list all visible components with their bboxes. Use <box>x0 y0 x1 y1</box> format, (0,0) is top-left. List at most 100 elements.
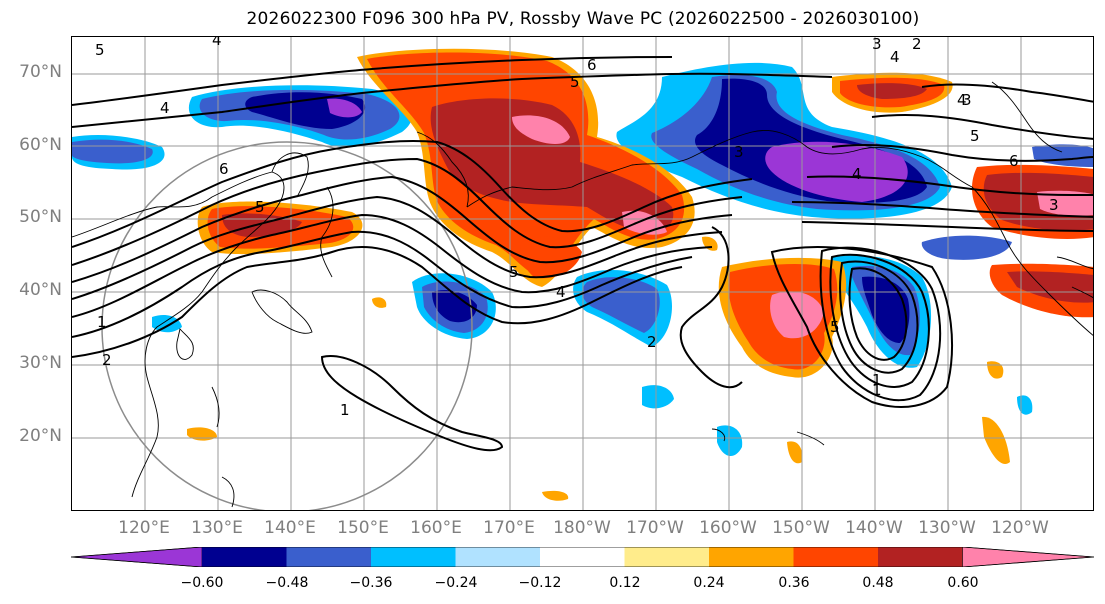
contour-label: 4 <box>212 37 222 49</box>
lon-label-130e: 130°E <box>191 518 243 538</box>
negative-anomaly-region <box>642 385 674 409</box>
colorbar-tick: −0.24 <box>434 575 478 591</box>
lon-label-170w: 170°W <box>626 518 684 538</box>
colorbar-tick: −0.36 <box>349 575 393 591</box>
negative-anomaly-region <box>765 141 908 202</box>
pv-contours <box>72 56 1093 452</box>
positive-anomaly-region <box>372 297 387 308</box>
positive-anomaly-region <box>542 490 569 501</box>
lon-label-180w: 180°W <box>553 518 611 538</box>
positive-anomaly-region <box>982 416 1010 465</box>
contour-label: 5 <box>509 263 519 281</box>
colorbar <box>70 546 1095 571</box>
positive-anomaly-region <box>770 291 824 339</box>
colorbar-extend-low <box>70 546 203 568</box>
contour-label: 3 <box>962 91 972 109</box>
contour-label: 2 <box>912 37 922 53</box>
colorbar-tick: −0.60 <box>180 575 224 591</box>
negative-anomaly-region <box>862 276 910 343</box>
positive-anomaly-region <box>512 115 570 144</box>
colorbar-tick: −0.48 <box>265 575 309 591</box>
colorbar-cell <box>709 547 794 567</box>
contour-label: 1 <box>872 381 882 399</box>
lat-label-30n: 30°N <box>19 353 62 373</box>
map-title: 2026022300 F096 300 hPa PV, Rossby Wave … <box>246 9 920 29</box>
contour-label: 1 <box>97 313 107 331</box>
colorbar-tick: 0.48 <box>862 575 894 591</box>
graticule <box>72 37 1093 510</box>
lon-label-120e: 120°E <box>118 518 170 538</box>
lon-label-150w: 150°W <box>772 518 830 538</box>
contour-label: 2 <box>647 333 657 351</box>
colorbar-tick: −0.12 <box>518 575 562 591</box>
contour-label: 5 <box>970 127 980 145</box>
positive-anomaly-region <box>987 361 1004 379</box>
colorbar-cell <box>202 547 287 567</box>
lon-label-150e: 150°E <box>337 518 389 538</box>
contour-label-group: 5 4 3 2 1 6 5 4 5 6 4 3 2 1 5 4 2 1 1 5 … <box>95 37 1059 419</box>
lon-label-120w: 120°W <box>991 518 1049 538</box>
colorbar-extend-high <box>962 546 1095 568</box>
lat-label-70n: 70°N <box>19 62 62 82</box>
contour-label: 4 <box>890 48 900 66</box>
colorbar-cell <box>793 547 878 567</box>
colorbar-tick: 0.24 <box>693 575 725 591</box>
negative-anomaly-region <box>1032 144 1093 167</box>
contour-label: 4 <box>556 283 566 301</box>
lon-label-160e: 160°E <box>410 518 462 538</box>
lon-label-170e: 170°E <box>483 518 535 538</box>
colorbar-cell <box>286 547 371 567</box>
contour-label: 4 <box>957 91 967 109</box>
contour-label: 5 <box>570 73 580 91</box>
contour-label: 3 <box>1049 196 1059 214</box>
lon-label-140w: 140°W <box>845 518 903 538</box>
negative-anomaly-region <box>327 98 362 118</box>
contour-label: 4 <box>852 165 862 183</box>
contour-label: 1 <box>872 371 882 389</box>
range-circle <box>101 141 473 510</box>
contour-label: 5 <box>255 198 265 216</box>
negative-anomaly-region <box>717 425 743 457</box>
positive-anomaly-region <box>787 441 803 464</box>
colorbar-cell <box>540 547 625 567</box>
colorbar-tick: 0.60 <box>947 575 979 591</box>
contour-label: 4 <box>160 99 170 117</box>
colorbar-cell <box>371 547 456 567</box>
colorbar-tick: 0.12 <box>609 575 641 591</box>
colorbar-cell <box>455 547 540 567</box>
contour-label: 5 <box>95 41 105 59</box>
contour-label: 5 <box>830 318 840 336</box>
positive-anomaly-region <box>702 236 718 251</box>
lat-label-60n: 60°N <box>19 135 62 155</box>
positive-anomaly-region <box>430 98 674 232</box>
negative-anomaly-region <box>582 277 660 333</box>
contour-label: 6 <box>219 160 229 178</box>
contour-label: 3 <box>872 37 882 53</box>
contour-label: 2 <box>102 351 112 369</box>
negative-anomaly-region <box>432 290 477 323</box>
lon-label-160w: 160°W <box>699 518 757 538</box>
map-canvas: 5 4 3 2 1 6 5 4 5 6 4 3 2 1 5 4 2 1 1 5 … <box>72 37 1093 510</box>
coastlines <box>72 81 1093 508</box>
negative-anomaly-region <box>1017 395 1033 415</box>
colorbar-cells <box>70 546 1095 568</box>
lon-label-130w: 130°W <box>918 518 976 538</box>
lat-label-20n: 20°N <box>19 426 62 446</box>
positive-anomaly-region <box>1007 271 1093 303</box>
lon-label-140e: 140°E <box>264 518 316 538</box>
colorbar-graphic <box>70 546 1095 568</box>
map-panel: 5 4 3 2 1 6 5 4 5 6 4 3 2 1 5 4 2 1 1 5 … <box>71 36 1094 511</box>
positive-anomaly-region <box>1037 190 1093 216</box>
lat-label-40n: 40°N <box>19 280 62 300</box>
contour-label: 3 <box>734 143 744 161</box>
colorbar-cell <box>624 547 709 567</box>
colorbar-cell <box>878 547 963 567</box>
contour-label: 6 <box>587 56 597 74</box>
contour-label: 6 <box>1009 152 1019 170</box>
contour-label: 1 <box>340 401 350 419</box>
negative-anomaly-region <box>921 235 1012 260</box>
positive-anomaly-region <box>187 427 217 441</box>
shading-layer <box>72 48 1093 501</box>
colorbar-tick: 0.36 <box>778 575 810 591</box>
negative-anomaly-region <box>152 315 182 333</box>
